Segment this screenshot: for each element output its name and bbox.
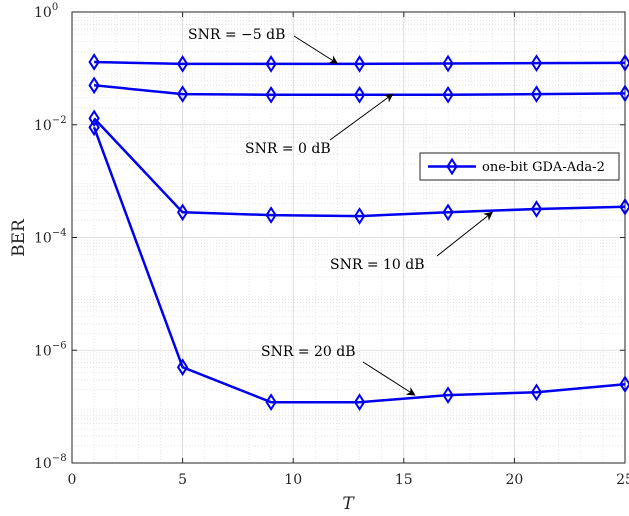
x-tick-labels: 0 5 10 15 20 25: [68, 472, 629, 488]
data-point: [353, 207, 366, 225]
data-point: [176, 55, 189, 73]
series-1: [88, 76, 629, 104]
y-tick-exponent: −2: [52, 115, 67, 126]
data-point: [88, 76, 100, 95]
legend-label: one-bit GDA-Ada-2: [482, 160, 605, 175]
y-tick-exponent: −8: [52, 453, 67, 464]
annotation-arrow: [436, 211, 493, 257]
data-point: [88, 109, 100, 128]
data-point: [353, 85, 366, 104]
x-tick-label: 20: [505, 472, 523, 488]
series-line: [92, 126, 626, 404]
data-point: [442, 203, 454, 222]
annotation-label: SNR = −5 dB: [188, 27, 285, 43]
data-point: [530, 54, 543, 72]
data-point: [88, 118, 100, 137]
annotation-label: SNR = 10 dB: [330, 257, 425, 273]
x-tick-label: 5: [178, 472, 187, 488]
data-point: [530, 200, 543, 218]
legend: one-bit GDA-Ada-2: [419, 152, 620, 181]
y-tick-label: 10−6: [34, 340, 67, 359]
series-3: [88, 118, 629, 412]
x-tick-label: 25: [616, 472, 629, 488]
series-0: [88, 53, 629, 73]
y-tick-exponent: −4: [52, 228, 67, 239]
y-tick-label: 10−4: [34, 228, 67, 247]
x-axis-label: T: [342, 494, 355, 514]
data-point: [530, 383, 543, 402]
y-tick-exponent: 0: [52, 2, 58, 13]
y-tick-label: 10−2: [34, 115, 67, 134]
data-point: [442, 85, 454, 104]
annotation-arrow: [293, 35, 339, 64]
y-tick-label: 10−8: [34, 453, 67, 472]
y-tick-labels: 10−8 10−6 10−4 10−2 100: [34, 2, 67, 472]
y-axis-label: BER: [9, 218, 29, 257]
series-line: [94, 60, 626, 66]
x-tick-label: 15: [395, 472, 413, 488]
data-point: [265, 393, 277, 412]
annotation-arrow: [362, 361, 416, 396]
data-point: [619, 84, 629, 103]
data-point: [619, 197, 629, 216]
data-point: [176, 358, 189, 377]
data-point: [88, 53, 100, 71]
annotation-arrow: [329, 93, 394, 141]
data-point: [265, 55, 277, 73]
y-tick-exponent: −6: [52, 340, 67, 351]
annotation-label: SNR = 0 dB: [245, 141, 331, 157]
y-tick-label: 100: [34, 2, 58, 21]
series-2: [88, 109, 629, 225]
data-point: [176, 203, 189, 222]
x-tick-label: 10: [284, 472, 302, 488]
data-point: [353, 55, 366, 73]
annotations: SNR = −5 dB SNR = 0 dB SNR = 10 dB SNR = 20…: [188, 27, 493, 396]
x-tick-label: 0: [68, 472, 77, 488]
axis-ticks: [71, 11, 626, 464]
series-line: [93, 117, 626, 218]
data-point: [530, 85, 543, 103]
data-point: [619, 54, 629, 72]
annotation-label: SNR = 20 dB: [261, 344, 356, 360]
series-layer: [88, 53, 629, 412]
data-point: [353, 393, 366, 412]
data-point: [442, 386, 454, 404]
data-point: [176, 85, 189, 103]
data-point: [442, 54, 454, 73]
data-point: [265, 85, 277, 104]
data-point: [619, 375, 629, 394]
legend-marker: [446, 157, 458, 176]
data-point: [265, 206, 277, 224]
series-line: [93, 84, 626, 97]
